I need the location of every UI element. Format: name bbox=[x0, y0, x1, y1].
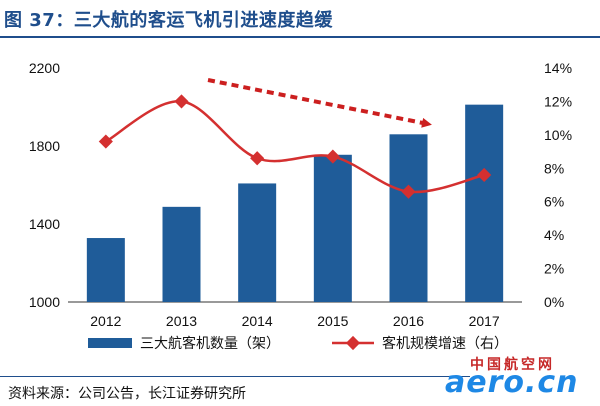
x-tick-label: 2015 bbox=[317, 313, 348, 329]
bar bbox=[162, 206, 201, 302]
right-tick-label: 14% bbox=[544, 60, 572, 76]
growth-point bbox=[401, 184, 416, 199]
legend-line-label: 客机规模增速（右） bbox=[382, 335, 508, 352]
bar bbox=[238, 183, 277, 302]
bar bbox=[465, 104, 504, 302]
legend-bar-swatch bbox=[88, 338, 132, 348]
watermark-logo: aero.cn bbox=[445, 365, 579, 400]
bar-series bbox=[86, 104, 504, 302]
growth-point bbox=[250, 151, 265, 166]
x-tick-label: 2013 bbox=[166, 313, 197, 329]
left-tick-label: 1000 bbox=[29, 294, 60, 310]
watermark-cn: 中国航空网 bbox=[470, 357, 555, 373]
axes: 1000 1400 1800 2200 0% 2% 4% 6% 8% 10% 12% 14% 2012 2… bbox=[29, 60, 572, 329]
annotation bbox=[207, 78, 432, 128]
right-tick-label: 0% bbox=[544, 294, 564, 310]
title-bar: 图 37：三大航的客运飞机引进速度趋缓 bbox=[0, 0, 600, 38]
growth-point bbox=[477, 167, 492, 183]
line-series bbox=[98, 94, 492, 199]
right-tick-label: 6% bbox=[544, 194, 564, 210]
chart: 1000 1400 1800 2200 0% 2% 4% 6% 8% 10% 12% 14% 2012 2… bbox=[29, 60, 572, 352]
left-tick-label: 1800 bbox=[29, 138, 60, 154]
right-tick-label: 8% bbox=[544, 160, 564, 176]
legend: 三大航客机数量（架） 客机规模增速（右） bbox=[88, 335, 508, 352]
legend-bar-label: 三大航客机数量（架） bbox=[140, 335, 280, 352]
growth-point bbox=[98, 134, 113, 149]
growth-point bbox=[174, 94, 189, 109]
source-note: 资料来源：公司公告，长江证券研究所 bbox=[8, 386, 246, 402]
x-tick-label: 2017 bbox=[469, 313, 500, 329]
right-tick-label: 2% bbox=[544, 261, 564, 277]
legend-line-marker bbox=[345, 335, 361, 351]
footer-rule bbox=[0, 376, 470, 377]
trend-arrow bbox=[207, 78, 432, 128]
x-tick-label: 2014 bbox=[242, 313, 273, 329]
title-underline bbox=[0, 36, 600, 38]
bar bbox=[313, 154, 352, 302]
left-tick-label: 1400 bbox=[29, 216, 60, 232]
chart-title: 图 37：三大航的客运飞机引进速度趋缓 bbox=[4, 10, 333, 31]
right-tick-label: 10% bbox=[544, 127, 572, 143]
right-tick-label: 12% bbox=[544, 93, 572, 109]
left-tick-label: 2200 bbox=[29, 60, 60, 76]
x-tick-label: 2012 bbox=[90, 313, 121, 329]
bar bbox=[389, 134, 428, 302]
x-tick-label: 2016 bbox=[393, 313, 424, 329]
bar bbox=[86, 238, 125, 302]
right-tick-label: 4% bbox=[544, 227, 564, 243]
growth-point bbox=[325, 149, 340, 164]
